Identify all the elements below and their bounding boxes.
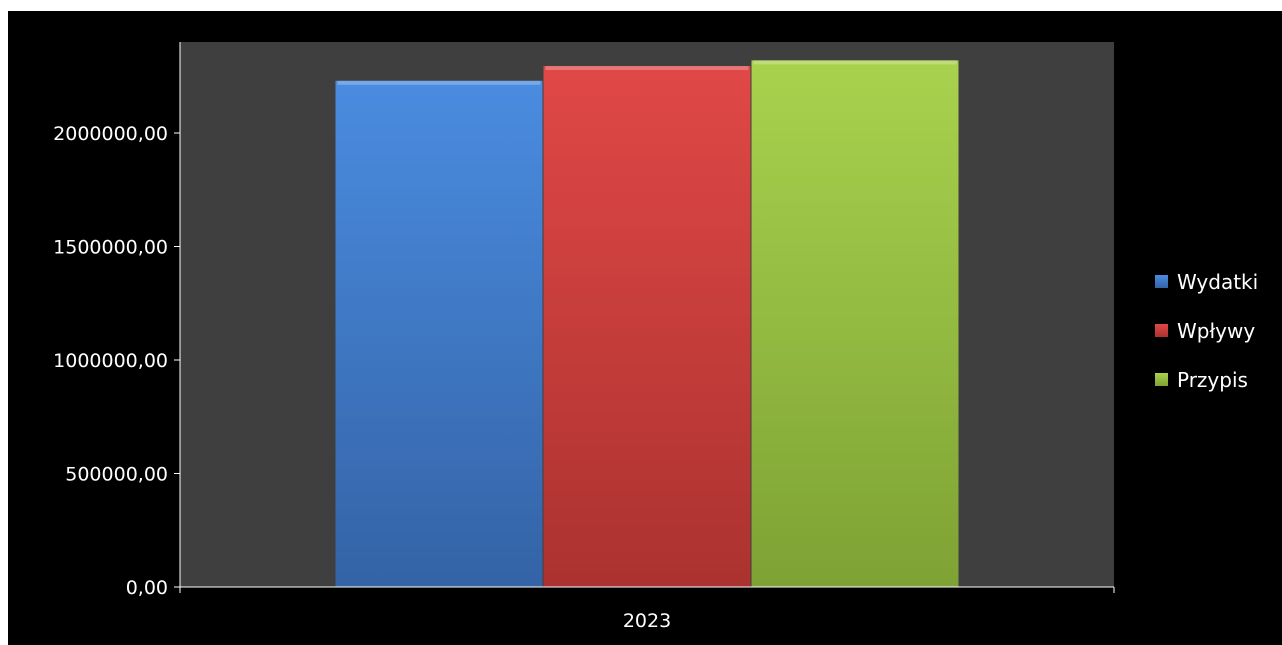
legend-label-wydatki: Wydatki <box>1177 270 1258 294</box>
legend: Wydatki Wpływy Przypis <box>1155 270 1258 392</box>
x-tick-label-2023: 2023 <box>623 610 671 632</box>
bar-chart: 0,00 500000,00 1000000,00 1500000,00 2000000… <box>53 42 1258 632</box>
bar-highlight <box>545 66 749 71</box>
y-axis-ticks: 0,00 500000,00 1000000,00 1500000,00 2000000… <box>53 123 180 599</box>
y-tick-label: 1500000,00 <box>53 237 168 259</box>
chart-area: 0,00 500000,00 1000000,00 1500000,00 2000000… <box>8 11 1282 645</box>
bar-wydatki <box>335 80 543 587</box>
legend-swatch-wpływy <box>1155 324 1168 337</box>
legend-swatch-wydatki <box>1155 275 1168 288</box>
y-tick-label: 0,00 <box>126 577 168 599</box>
y-tick-label: 500000,00 <box>65 464 168 486</box>
bars-group <box>335 60 959 588</box>
bar-highlight <box>337 80 541 85</box>
legend-swatch-przypis <box>1155 373 1168 386</box>
y-tick-label: 1000000,00 <box>53 350 168 372</box>
legend-label-przypis: Przypis <box>1177 368 1248 392</box>
y-tick-label: 2000000,00 <box>53 123 168 145</box>
bar-przypis <box>751 60 959 588</box>
bar-wpływy <box>543 66 751 587</box>
legend-label-wpływy: Wpływy <box>1177 319 1255 343</box>
bar-highlight <box>753 60 957 65</box>
